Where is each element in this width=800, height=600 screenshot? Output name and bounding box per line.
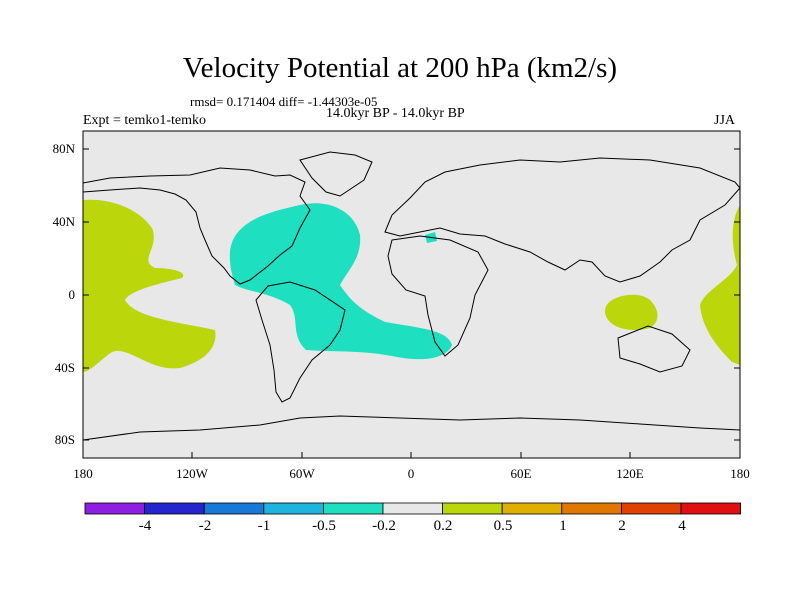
lon-label-120w: 120W xyxy=(176,466,208,481)
colorbar-cell xyxy=(680,502,741,515)
colorbar-cell xyxy=(501,502,563,515)
colorbar-cell xyxy=(561,502,622,515)
colorbar-cell xyxy=(621,502,682,515)
coast-antarctica xyxy=(82,415,741,441)
colorbar-label: 4 xyxy=(678,518,686,534)
coast-europe-asia xyxy=(384,157,741,283)
lon-label-180w: 180 xyxy=(73,466,93,481)
positive-anomaly-maritime xyxy=(604,294,658,330)
lat-label-80s: 80S xyxy=(54,432,75,447)
colorbar-cell xyxy=(203,502,265,515)
lat-label-40s: 40S xyxy=(54,360,75,375)
colorbar-label: -2 xyxy=(198,518,212,534)
coast-australia xyxy=(617,325,691,373)
coastlines xyxy=(82,151,741,441)
positive-anomaly-east-edge xyxy=(700,205,740,365)
lat-label-80n: 80N xyxy=(52,141,75,156)
period-label: 14.0kyr BP - 14.0kyr BP xyxy=(326,106,465,121)
coast-greenland xyxy=(299,151,373,197)
map-title: Velocity Potential at 200 hPa (km2/s) xyxy=(182,52,618,84)
lat-label-40n: 40N xyxy=(52,214,75,229)
lon-label-180e: 180 xyxy=(730,466,750,481)
colorbar-label: -0.5 xyxy=(312,518,336,534)
lon-label-120e: 120E xyxy=(616,466,644,481)
lon-label-60e: 60E xyxy=(510,466,532,481)
colorbar-cell xyxy=(382,502,443,515)
lat-label-0: 0 xyxy=(68,287,76,302)
colorbar-label: 1 xyxy=(559,518,567,534)
colorbar-cell xyxy=(144,502,205,515)
colorbar-label: -4 xyxy=(138,518,152,534)
colorbar-label: -1 xyxy=(257,518,271,534)
stats-label: rmsd= 0.171404 diff= -1.44303e-05 xyxy=(190,94,378,109)
positive-anomaly-pacific xyxy=(83,199,216,372)
coast-south-america xyxy=(255,281,346,403)
colorbar-label: -0.2 xyxy=(372,518,396,534)
experiment-label: Expt = temko1-temko xyxy=(83,113,206,128)
colorbar-cell xyxy=(442,502,503,515)
negative-anomaly-region xyxy=(229,203,452,360)
colorbar-cell xyxy=(84,502,145,515)
coast-north-america xyxy=(82,167,311,285)
lon-label-60w: 60W xyxy=(289,466,315,481)
season-label: JJA xyxy=(714,113,736,128)
map-background xyxy=(83,131,740,458)
colorbar-cell xyxy=(263,502,324,515)
coast-africa xyxy=(387,235,489,357)
colorbar-cell xyxy=(322,502,384,515)
colorbar-label: 0.5 xyxy=(493,518,513,534)
colorbar-label: 2 xyxy=(618,518,626,534)
lon-label-0: 0 xyxy=(407,466,415,481)
colorbar-label: 0.2 xyxy=(433,518,453,534)
axis-ticks xyxy=(82,148,741,458)
